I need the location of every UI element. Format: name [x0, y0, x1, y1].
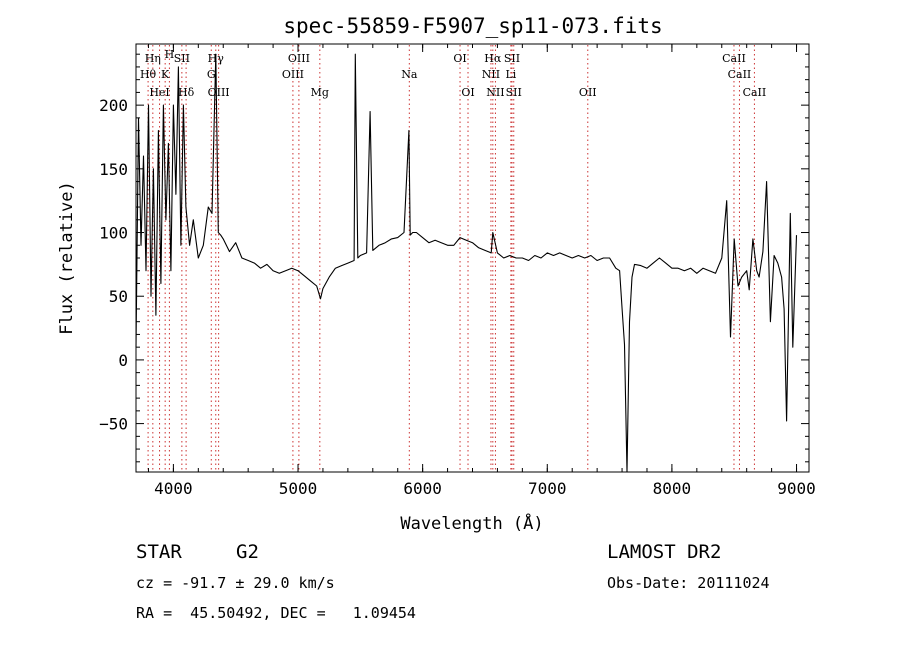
spectral-line-label: OIII [208, 86, 230, 99]
spectral-line-label: OII [579, 86, 597, 99]
spectral-line-label: Li [505, 68, 516, 81]
y-tick-label: 150 [99, 160, 128, 179]
chart-title: spec-55859-F5907_sp11-073.fits [283, 14, 662, 38]
spectral-line-label: NII [486, 86, 504, 99]
spectral-line-label: Hη [145, 52, 161, 65]
x-tick-label: 4000 [154, 479, 193, 498]
x-tick-label: 8000 [653, 479, 692, 498]
x-axis-label: Wavelength (Å) [400, 512, 543, 534]
spectral-line-label: Hθ [140, 68, 157, 81]
flux-line [135, 53, 798, 473]
axis-ticks: 4000 5000 6000 7000 8000 9000 −50 0 50 100 150 200 [99, 44, 816, 498]
redshift-label: cz = -91.7 ± 29.0 km/s [136, 574, 335, 592]
y-tick-label: 0 [118, 351, 128, 370]
spectral-line-label: OIII [288, 52, 310, 65]
y-axis-label: Flux (relative) [57, 181, 77, 335]
y-tick-label: 100 [99, 224, 128, 243]
spectral-line-label: OI [461, 86, 474, 99]
coordinates-label: RA = 45.50492, DEC = 1.09454 [136, 604, 416, 622]
x-tick-label: 6000 [403, 479, 442, 498]
spectral-line-label: Na [401, 68, 418, 81]
survey-label: LAMOST DR2 [607, 541, 722, 563]
spectral-line-label: SII [174, 52, 190, 65]
spectral-line-label: OIII [282, 68, 304, 81]
spectral-line-label: CaII [728, 68, 752, 81]
spectral-line-label: Hα [484, 52, 502, 65]
spectral-line-label: SII [504, 52, 520, 65]
x-tick-label: 7000 [528, 479, 567, 498]
spectral-line-label: G [207, 68, 216, 81]
y-tick-label: −50 [99, 415, 128, 434]
subclass-label: G2 [236, 541, 259, 563]
spectral-line-label: K [161, 68, 170, 81]
spectral-line-label: OI [453, 52, 466, 65]
spectral-line-label: HeI [149, 86, 169, 99]
flux-series [135, 53, 798, 473]
spectral-line-label: Hδ [178, 86, 195, 99]
class-label: STAR [136, 541, 182, 563]
spectral-line-label: H [165, 48, 175, 61]
spectral-line-label: Mg [311, 86, 329, 99]
obs-date-label: Obs-Date: 20111024 [607, 574, 770, 592]
spectral-line-label: CaII [743, 86, 767, 99]
spectral-line-label: CaII [722, 52, 746, 65]
spectral-line-label: NII [482, 68, 500, 81]
spectral-line-label: SII [506, 86, 522, 99]
y-tick-label: 50 [109, 287, 128, 306]
x-tick-label: 9000 [777, 479, 816, 498]
x-tick-label: 5000 [279, 479, 318, 498]
y-tick-label: 200 [99, 96, 128, 115]
plot-frame [135, 43, 810, 473]
spectral-line-markers [147, 45, 755, 471]
